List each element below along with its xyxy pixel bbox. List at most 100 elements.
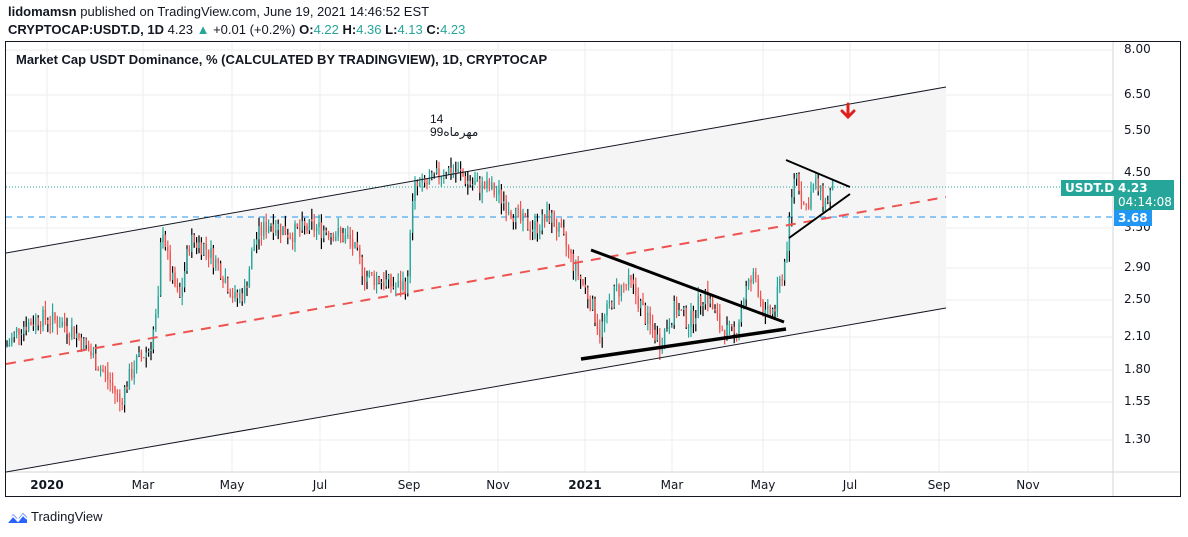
- candle-body: [145, 352, 147, 358]
- candle-body: [503, 201, 505, 204]
- candle-body: [152, 329, 155, 350]
- annotation-month: مهرماه99: [430, 125, 479, 139]
- price-tick-label: 6.50: [1124, 87, 1151, 101]
- candle-body: [25, 326, 27, 331]
- candle-body: [253, 244, 255, 251]
- candle-body: [709, 298, 711, 304]
- candle-body: [791, 197, 793, 217]
- candle-body: [258, 226, 260, 240]
- candle-body: [303, 220, 306, 226]
- time-tick-label: Nov: [1016, 478, 1040, 492]
- candle-body: [488, 180, 491, 189]
- candle-body: [440, 176, 443, 179]
- candle-body: [745, 286, 747, 300]
- candle-body: [733, 326, 735, 334]
- candle-body: [323, 230, 325, 239]
- candle-body: [781, 278, 783, 281]
- low-label: L:: [385, 22, 398, 37]
- candle-body: [337, 227, 339, 237]
- candle-body: [803, 201, 805, 204]
- candle-body: [644, 305, 647, 324]
- chart-canvas[interactable]: [6, 42, 1180, 496]
- candle-body: [294, 223, 296, 243]
- candle-body: [8, 343, 11, 347]
- candle-body: [500, 189, 503, 204]
- candle-body: [719, 314, 721, 330]
- tradingview-cloud-icon: [6, 512, 28, 524]
- candle-body: [193, 234, 195, 243]
- candle-body: [421, 177, 423, 183]
- candle-body: [704, 290, 707, 305]
- candle-body: [695, 318, 697, 325]
- time-tick-label: Mar: [131, 478, 155, 492]
- candle-body: [335, 236, 337, 241]
- candle-body: [419, 182, 421, 187]
- candle-body: [589, 299, 591, 310]
- candle-body: [299, 227, 301, 231]
- candle-body: [702, 304, 704, 307]
- author-name[interactable]: lidomamsn: [8, 4, 77, 19]
- candle-body: [505, 201, 507, 213]
- time-tick-label: 2021: [568, 478, 602, 492]
- candle-body: [97, 369, 99, 371]
- candle-body: [469, 180, 471, 185]
- open-value: 4.22: [313, 22, 339, 37]
- candle-body: [587, 287, 589, 300]
- candle-body: [301, 220, 303, 231]
- candle-body: [183, 271, 186, 288]
- candle-body: [167, 247, 169, 252]
- candle-body: [179, 286, 181, 298]
- candle-body: [397, 280, 399, 287]
- candle-body: [128, 368, 131, 390]
- candle-body: [630, 275, 632, 280]
- candle-body: [486, 180, 488, 189]
- candle-body: [354, 242, 356, 248]
- candle-body: [205, 243, 207, 250]
- candle-body: [375, 277, 378, 286]
- candle-body: [447, 167, 450, 175]
- candle-body: [555, 226, 558, 232]
- candle-body: [464, 175, 467, 185]
- candle-body: [435, 168, 438, 174]
- candle-body: [315, 227, 318, 232]
- publish-text: published on TradingView.com, June 19, 2…: [76, 4, 430, 19]
- last-price-tag: 4.23 04:14:08: [1114, 180, 1174, 210]
- candle-body: [738, 322, 740, 338]
- candle-body: [407, 276, 409, 294]
- candle-body: [411, 201, 414, 233]
- candle-body: [164, 234, 167, 248]
- price-tick-label: 1.30: [1124, 432, 1151, 446]
- candle-body: [707, 290, 709, 304]
- candle-body: [752, 271, 755, 283]
- tradingview-logo[interactable]: TradingView: [6, 509, 103, 524]
- candle-body: [138, 352, 140, 357]
- time-tick-label: Jul: [842, 478, 858, 492]
- candle-body: [133, 369, 135, 379]
- candle-body: [764, 309, 767, 316]
- candle-body: [267, 226, 270, 233]
- candle-body: [157, 295, 159, 315]
- candle-body: [438, 168, 440, 179]
- candle-body: [123, 386, 126, 406]
- candle-body: [793, 178, 795, 198]
- candle-body: [594, 298, 596, 323]
- candle-body: [263, 221, 265, 236]
- candle-body: [162, 234, 164, 243]
- candle-body: [11, 337, 13, 344]
- candle-body: [539, 230, 541, 234]
- candle-body: [467, 180, 469, 185]
- candle-body: [570, 250, 572, 254]
- candle-body: [289, 237, 291, 239]
- candle-body: [563, 227, 565, 235]
- candle-body: [474, 181, 476, 185]
- candle-body: [548, 210, 551, 223]
- candle-body: [59, 326, 61, 328]
- symbol-name[interactable]: CRYPTOCAP:USDT.D, 1D: [8, 22, 165, 37]
- candle-body: [217, 259, 219, 264]
- candle-body: [155, 314, 157, 330]
- price-tick-label: 5.50: [1124, 123, 1151, 137]
- candle-body: [200, 242, 203, 255]
- time-tick-label: 2020: [30, 478, 64, 492]
- candle-body: [366, 276, 368, 282]
- time-tick-label: Mar: [660, 478, 684, 492]
